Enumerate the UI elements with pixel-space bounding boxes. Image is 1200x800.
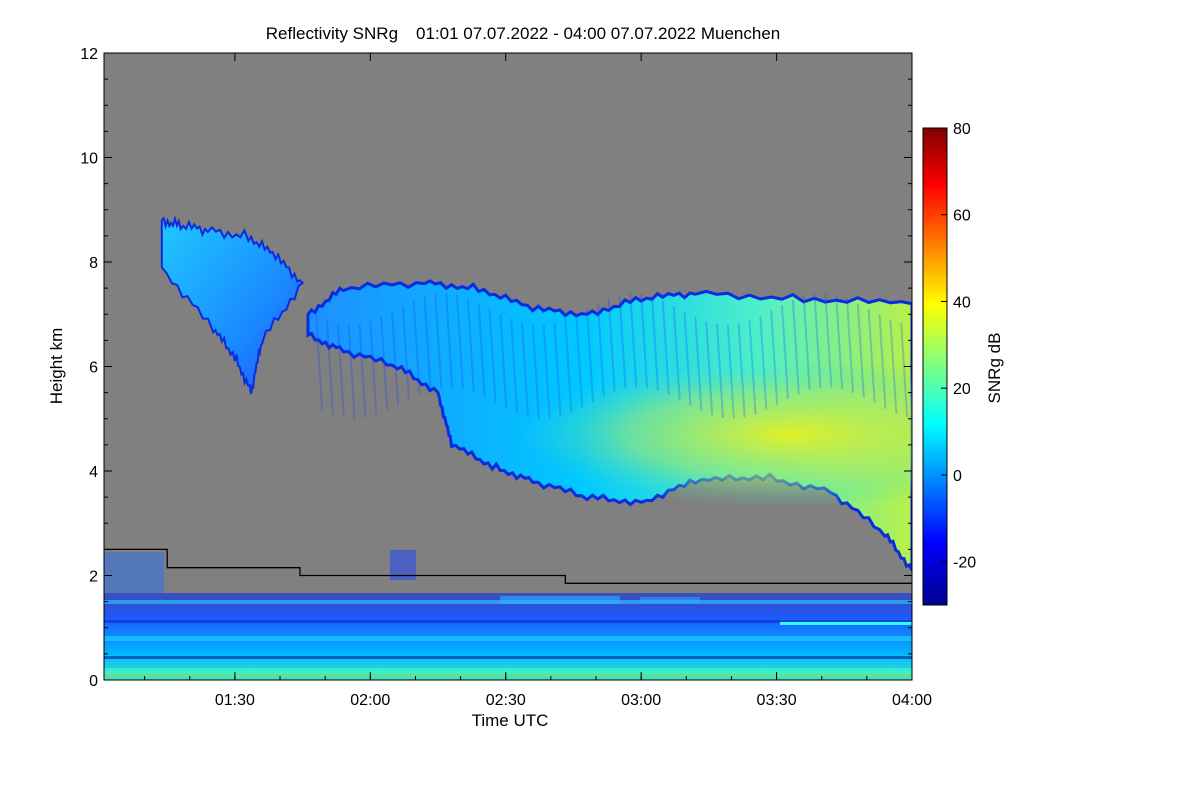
- colorbar-tick-label: 60: [953, 208, 971, 225]
- low-level-echo-band: [104, 550, 912, 680]
- y-tick-label: 8: [89, 255, 98, 272]
- colorbar-tick-label: 0: [953, 468, 962, 485]
- cloud-streak: [455, 294, 464, 390]
- cloud-streak: [564, 318, 573, 413]
- y-tick-label: 4: [89, 464, 98, 481]
- cloud-streak: [640, 293, 649, 389]
- cloud-streak: [390, 310, 399, 406]
- cloud-streak: [770, 310, 779, 405]
- x-tick-label: 01:30: [215, 692, 255, 709]
- cloud-streak: [629, 293, 638, 388]
- cloud-fragment: [160, 215, 305, 395]
- cloud-streak: [748, 320, 757, 415]
- cloud-streak: [336, 323, 345, 418]
- cloud-streak: [802, 295, 811, 391]
- chart-title: Reflectivity SNRg 01:01 07.07.2022 - 04:0…: [266, 24, 780, 43]
- cloud-streak: [791, 299, 800, 394]
- cloud-streak: [488, 308, 497, 403]
- cloud-streak: [824, 293, 833, 388]
- cloud-streak-texture: [315, 293, 909, 419]
- cloud-streak: [813, 293, 822, 388]
- x-tick-label: 04:00: [892, 692, 932, 709]
- cloud-streak: [325, 320, 334, 415]
- cloud-streak: [900, 322, 909, 417]
- cloud-streak: [553, 322, 562, 417]
- cloud-streak: [445, 293, 454, 388]
- cloud-streak: [835, 295, 844, 390]
- x-tick-label: 02:30: [486, 692, 526, 709]
- y-tick-label: 10: [80, 151, 98, 168]
- y-tick-label: 12: [80, 46, 98, 63]
- x-axis: 01:30 02:00 02:30 03:00 03:30 04:00: [144, 53, 932, 709]
- cloud-streak: [412, 300, 421, 395]
- cloud-streak: [423, 296, 432, 391]
- x-axis-label: Time UTC: [472, 711, 549, 730]
- cloud-streak: [878, 314, 887, 409]
- colorbar-tick-label: 80: [953, 121, 971, 138]
- cloud-streak: [661, 300, 670, 395]
- cloud-streak: [867, 309, 876, 404]
- cloud-streak: [889, 319, 898, 414]
- cloud-streak: [401, 305, 410, 400]
- cloud-streak: [683, 311, 692, 406]
- colorbar: [922, 127, 948, 606]
- y-axis-label: Height km: [47, 328, 66, 405]
- cloud-streak: [358, 323, 367, 418]
- cloud-streak: [575, 313, 584, 408]
- cloud-streak: [531, 324, 540, 419]
- cloud-streak: [650, 296, 659, 391]
- x-tick-label: 03:30: [757, 692, 797, 709]
- colorbar-tick-label: 40: [953, 294, 971, 311]
- cloud-streak: [846, 298, 854, 393]
- y-tick-label: 2: [89, 569, 98, 586]
- y-axis: 0 2 4 6 8 10 12: [80, 46, 912, 690]
- cloud-streak: [542, 324, 551, 419]
- colorbar-ticks: 80 60 40 20 0 -20: [941, 121, 976, 572]
- cloud-streak: [520, 322, 529, 417]
- cloud-streak: [715, 323, 724, 418]
- cloud-streak: [466, 298, 475, 393]
- cloud-streak: [434, 293, 443, 388]
- cloud-streak: [347, 324, 356, 419]
- cloud-streak: [315, 316, 324, 411]
- boundary-layer-height-line: [104, 548, 912, 584]
- cloud-streak: [694, 316, 703, 412]
- cloud-streak: [726, 324, 735, 419]
- x-tick-label: 03:00: [621, 692, 661, 709]
- cloud-streak: [607, 297, 616, 393]
- cloud-streak: [737, 323, 746, 418]
- cloud-streak: [499, 314, 508, 409]
- cloud-streak: [596, 302, 605, 397]
- cloud-streak: [780, 304, 789, 400]
- y-tick-label: 0: [89, 673, 98, 690]
- cloud-streak: [380, 316, 389, 411]
- cloud-streak: [510, 318, 519, 414]
- cloud-streak: [759, 315, 768, 411]
- cloud-max-echo-core: [519, 361, 912, 508]
- y-tick-label: 6: [89, 360, 98, 377]
- colorbar-label: SNRg dB: [985, 333, 1004, 404]
- cloud-streak: [477, 302, 486, 398]
- cloud-streak: [672, 305, 681, 401]
- cloud-streak: [618, 294, 627, 389]
- cloud-streak: [705, 321, 714, 416]
- colorbar-tick-label: 20: [953, 381, 971, 398]
- colorbar-tick-label: -20: [953, 555, 976, 572]
- cloud-streak: [856, 303, 865, 398]
- x-tick-label: 02:00: [350, 692, 390, 709]
- cloud-streak: [585, 307, 594, 403]
- cloud-streak: [369, 320, 378, 415]
